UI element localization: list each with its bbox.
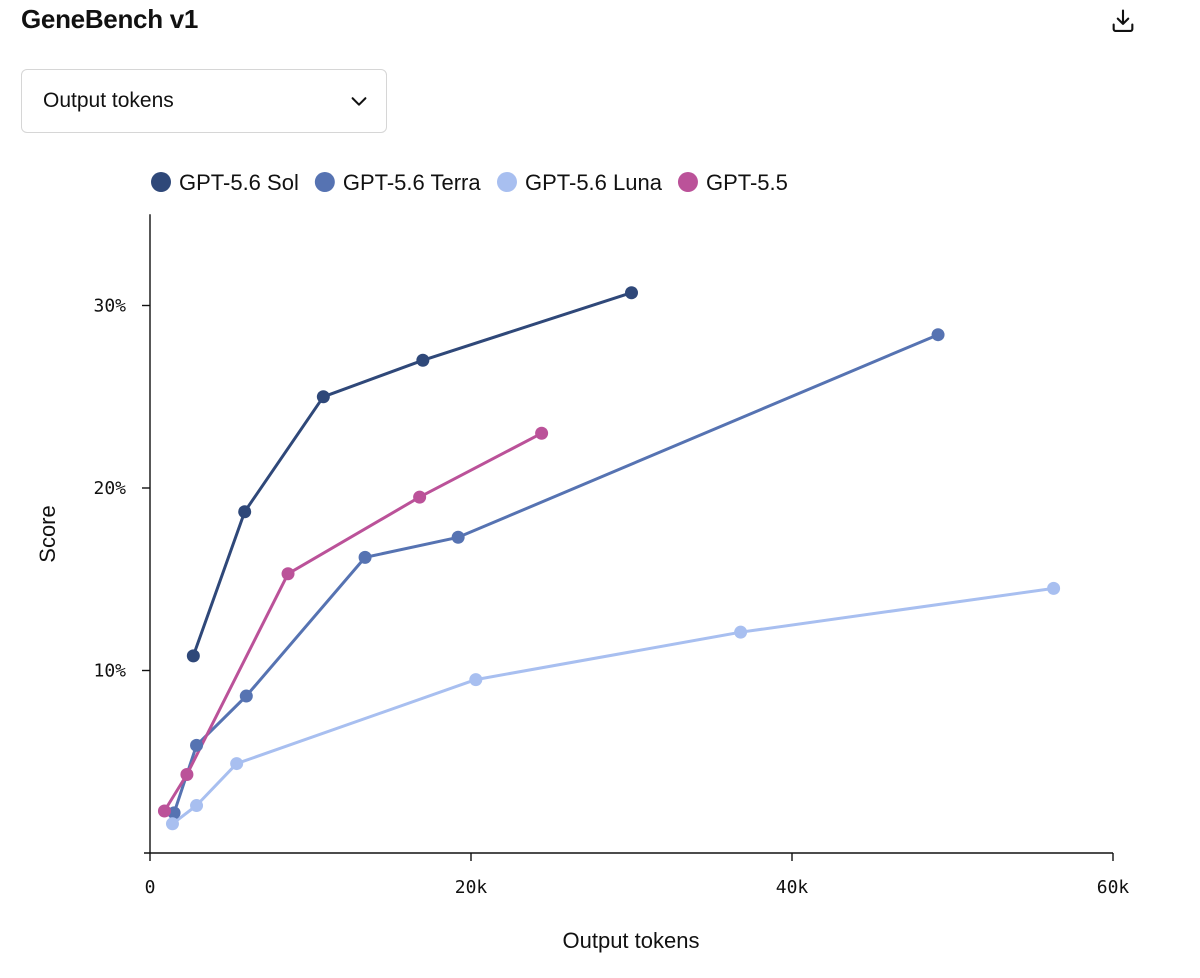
chart-legend: GPT-5.6 Sol GPT-5.6 Terra GPT-5.6 Luna GPT-…: [151, 170, 788, 195]
y-tick-label: 20%: [93, 478, 126, 499]
data-point[interactable]: [451, 530, 465, 544]
legend-item[interactable]: GPT-5.5: [677, 170, 788, 195]
data-point[interactable]: [316, 390, 330, 404]
metric-select[interactable]: Output tokens: [21, 69, 387, 133]
data-point[interactable]: [230, 757, 244, 771]
y-axis-title: Score: [35, 505, 60, 562]
data-point[interactable]: [190, 738, 204, 752]
legend-label: GPT-5.6 Terra: [343, 170, 482, 195]
data-point[interactable]: [734, 625, 748, 639]
metric-select-value: Output tokens: [43, 89, 174, 112]
data-point[interactable]: [469, 673, 483, 687]
legend-label: GPT-5.5: [706, 170, 788, 195]
x-axis-title: Output tokens: [563, 928, 700, 953]
series-line: [172, 333, 940, 815]
chart-series-lines: [162, 291, 1056, 826]
legend-swatch: [314, 172, 335, 192]
legend-swatch: [151, 172, 171, 192]
series-line: [162, 431, 544, 813]
download-button[interactable]: [1104, 3, 1142, 39]
legend-label: GPT-5.6 Luna: [525, 170, 663, 195]
series-line: [191, 291, 633, 658]
legend-swatch: [677, 172, 698, 192]
y-tick-label: 10%: [93, 661, 126, 682]
legend-label: GPT-5.6 Sol: [179, 170, 299, 195]
data-point[interactable]: [167, 806, 181, 820]
x-tick-label: 20k: [455, 877, 488, 898]
data-point[interactable]: [535, 426, 549, 440]
chart: GPT-5.6 Sol GPT-5.6 Terra GPT-5.6 Luna GPT-…: [35, 170, 1130, 953]
data-point[interactable]: [157, 804, 171, 818]
data-point[interactable]: [625, 286, 638, 300]
page-title: GeneBench v1: [21, 4, 199, 34]
data-point[interactable]: [358, 550, 372, 564]
data-point[interactable]: [190, 799, 204, 813]
chart-series-points: [157, 286, 1061, 831]
x-tick-label: 40k: [776, 877, 809, 898]
x-tick-label: 60k: [1097, 877, 1130, 898]
legend-swatch: [496, 172, 517, 192]
legend-item[interactable]: GPT-5.6 Sol: [151, 170, 299, 195]
legend-item[interactable]: GPT-5.6 Luna: [496, 170, 663, 195]
legend-item[interactable]: GPT-5.6 Terra: [314, 170, 482, 195]
data-point[interactable]: [180, 768, 194, 782]
data-point[interactable]: [281, 567, 295, 581]
series-line: [171, 586, 1056, 826]
data-point[interactable]: [238, 505, 252, 519]
chart-axes: 10% 20% 30% 0 20k 40k 60k: [93, 214, 1129, 898]
data-point[interactable]: [931, 328, 945, 342]
data-point[interactable]: [413, 490, 427, 504]
data-point[interactable]: [416, 353, 430, 367]
data-point[interactable]: [239, 689, 253, 703]
x-tick-label: 0: [145, 877, 156, 898]
data-point[interactable]: [165, 817, 179, 831]
y-tick-label: 30%: [93, 296, 126, 317]
chevron-down-icon: [351, 97, 367, 106]
data-point[interactable]: [1047, 581, 1061, 595]
data-point[interactable]: [186, 649, 200, 663]
download-icon: [1112, 9, 1134, 32]
